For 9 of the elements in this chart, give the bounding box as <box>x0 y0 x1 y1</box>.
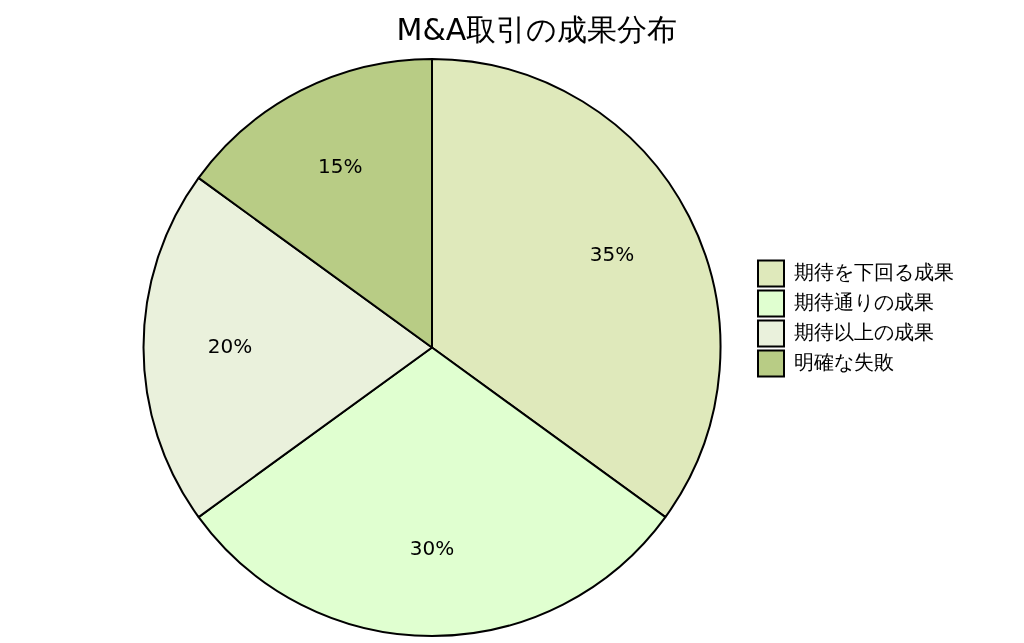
legend-label: 明確な失敗 <box>794 349 894 374</box>
legend-label: 期待を下回る成果 <box>794 259 954 284</box>
data-label: 20% <box>207 333 253 358</box>
chart-title: M&A取引の成果分布 <box>396 11 678 47</box>
legend-label: 期待通りの成果 <box>794 289 934 314</box>
data-label: 15% <box>318 153 363 178</box>
data-label: 35% <box>589 242 635 267</box>
legend-label: 期待以上の成果 <box>794 319 934 344</box>
data-label: 30% <box>409 535 455 560</box>
